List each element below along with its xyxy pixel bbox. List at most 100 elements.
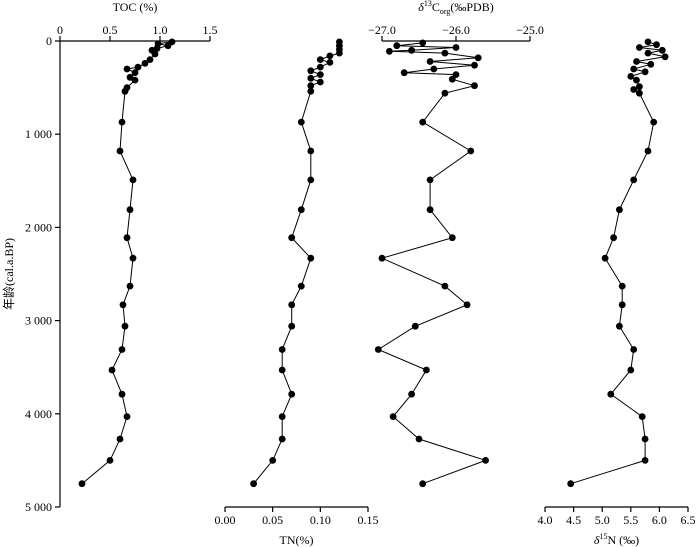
tn-data-point bbox=[307, 82, 315, 90]
panel-d13c: −27.0 −26.0 −25.0 δ13Corg(‰PDB) bbox=[368, 0, 544, 488]
d13c-data-point bbox=[408, 390, 415, 398]
d13c-data-point bbox=[374, 346, 382, 353]
d13c-data-point bbox=[448, 234, 456, 242]
tn-data-point bbox=[336, 49, 343, 57]
d15n-data-point bbox=[607, 390, 615, 398]
toc-data-point bbox=[146, 56, 154, 63]
d15n-title-delta: δ bbox=[594, 533, 600, 547]
d15n-data-point bbox=[658, 46, 666, 54]
d13c-data-point bbox=[482, 457, 489, 464]
d13c-data-point bbox=[441, 89, 449, 97]
toc-data-point bbox=[131, 69, 139, 77]
toc-data-point bbox=[108, 366, 116, 374]
tn-data-point bbox=[326, 59, 334, 66]
d15n-data-point bbox=[618, 301, 626, 309]
toc-data-point bbox=[116, 147, 124, 155]
toc-data-point bbox=[151, 50, 159, 58]
toc-data-point bbox=[126, 282, 134, 290]
tn-data-point bbox=[307, 254, 315, 262]
d13c-data-point bbox=[471, 82, 478, 90]
tn-data-point bbox=[307, 67, 315, 75]
d13c-data-point bbox=[419, 39, 427, 47]
d13c-title-tail: (‰PDB) bbox=[450, 0, 493, 14]
d13c-data-point bbox=[452, 44, 460, 51]
d13c-data-point bbox=[441, 282, 449, 290]
tn-data-point bbox=[288, 322, 296, 330]
d13c-data-point bbox=[452, 71, 460, 78]
proxy-panels: 0 0.5 1.0 1.5 TOC (%) 0.00 0.05 0.10 0.15 TN(%) −2… bbox=[57, 0, 696, 547]
d15n-data-point bbox=[630, 65, 638, 73]
d15n-data-point bbox=[650, 118, 658, 126]
toc-tick-label: 1.0 bbox=[153, 23, 168, 37]
d13c-title-main: C bbox=[432, 0, 440, 14]
age-tick-label: 5 000 bbox=[25, 500, 52, 514]
toc-tick-label: 1.5 bbox=[203, 23, 218, 37]
d15n-profile-line bbox=[570, 41, 666, 485]
d13c-data-point bbox=[471, 61, 478, 69]
d15n-data-point bbox=[616, 206, 623, 214]
tn-data-point bbox=[316, 63, 324, 71]
d13c-data-point bbox=[386, 47, 393, 55]
d13c-data-point bbox=[408, 46, 415, 54]
d15n-data-point bbox=[627, 73, 635, 80]
d13c-data-point bbox=[448, 75, 456, 83]
d13c-data-point bbox=[467, 147, 475, 155]
tn-tick-label: 0.00 bbox=[215, 513, 236, 527]
d15n-data-point bbox=[641, 457, 649, 464]
tn-data-point bbox=[316, 78, 324, 86]
tn-data-point bbox=[307, 147, 315, 155]
tn-data-point bbox=[278, 413, 286, 420]
d15n-tick-label: 5.0 bbox=[595, 513, 610, 527]
tn-data-point bbox=[250, 480, 257, 488]
toc-data-point bbox=[126, 73, 134, 81]
d15n-data-point bbox=[630, 176, 638, 184]
age-tick-label: 2 000 bbox=[25, 220, 52, 234]
d13c-data-point bbox=[415, 435, 423, 443]
d15n-axis-title: δ15N (‰) bbox=[594, 532, 639, 547]
age-tick-label: 0 bbox=[46, 34, 52, 48]
d15n-title-main: N bbox=[607, 533, 616, 547]
d15n-tick-label: 6.5 bbox=[681, 513, 696, 527]
tn-tick-label: 0.05 bbox=[262, 513, 283, 527]
d15n-data-point bbox=[627, 366, 635, 374]
toc-data-point bbox=[129, 176, 137, 184]
d13c-title-delta: δ bbox=[418, 0, 424, 14]
age-tick-label: 3 000 bbox=[25, 314, 52, 328]
d15n-data-point bbox=[636, 83, 643, 91]
d15n-data-point bbox=[618, 282, 626, 290]
tn-data-point bbox=[288, 234, 296, 242]
d13c-data-point bbox=[426, 58, 434, 65]
tn-data-point bbox=[326, 52, 334, 60]
d15n-data-point bbox=[633, 58, 640, 65]
tn-data-point bbox=[307, 74, 315, 82]
panel-toc: 0 0.5 1.0 1.5 TOC (%) bbox=[57, 0, 218, 488]
toc-tick-label: 0 bbox=[57, 23, 63, 37]
d13c-axis-title: δ13Corg(‰PDB) bbox=[418, 0, 493, 16]
toc-data-point bbox=[126, 206, 134, 214]
d13c-data-point bbox=[474, 54, 482, 62]
d13c-data-point bbox=[463, 301, 471, 309]
d15n-data-point bbox=[630, 346, 638, 353]
toc-tick-label: 0.5 bbox=[103, 23, 118, 37]
d15n-data-point bbox=[616, 322, 623, 330]
toc-data-point bbox=[131, 76, 139, 84]
d15n-data-point bbox=[636, 89, 643, 97]
d13c-data-point bbox=[423, 366, 430, 374]
tn-data-point bbox=[297, 206, 305, 214]
tn-data-point bbox=[316, 56, 324, 63]
d15n-title-tail: (‰) bbox=[616, 533, 639, 547]
d15n-data-point bbox=[633, 76, 640, 84]
tn-data-point bbox=[278, 346, 286, 353]
toc-data-point bbox=[123, 65, 131, 73]
tn-data-point bbox=[288, 301, 296, 309]
d13c-data-point bbox=[426, 176, 434, 184]
d15n-data-point bbox=[647, 60, 655, 68]
d15n-tick-label: 5.5 bbox=[623, 513, 638, 527]
toc-data-point bbox=[164, 42, 172, 50]
toc-data-point bbox=[106, 457, 114, 464]
toc-data-point bbox=[123, 234, 131, 242]
d13c-data-point bbox=[411, 322, 419, 330]
tn-data-point bbox=[316, 71, 324, 78]
age-tick-label: 1 000 bbox=[25, 127, 52, 141]
